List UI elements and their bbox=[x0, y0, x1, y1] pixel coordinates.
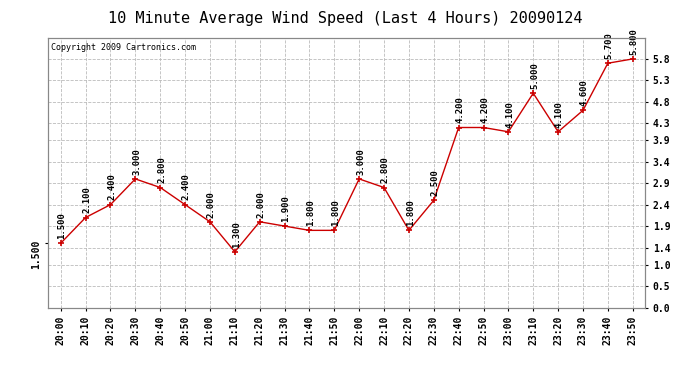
Text: 2.000: 2.000 bbox=[257, 191, 266, 217]
Text: 10 Minute Average Wind Speed (Last 4 Hours) 20090124: 10 Minute Average Wind Speed (Last 4 Hou… bbox=[108, 11, 582, 26]
Text: 1.800: 1.800 bbox=[306, 200, 315, 226]
Text: 2.800: 2.800 bbox=[381, 156, 390, 183]
Text: 4.200: 4.200 bbox=[480, 96, 489, 123]
Text: 1.500: 1.500 bbox=[58, 212, 67, 239]
Text: 1.300: 1.300 bbox=[232, 221, 241, 248]
Text: 4.600: 4.600 bbox=[580, 80, 589, 106]
Text: 1.900: 1.900 bbox=[282, 195, 290, 222]
Text: Copyright 2009 Cartronics.com: Copyright 2009 Cartronics.com bbox=[51, 43, 196, 52]
Text: 5.000: 5.000 bbox=[530, 62, 539, 89]
Text: 4.100: 4.100 bbox=[505, 101, 514, 128]
Text: 5.700: 5.700 bbox=[604, 32, 613, 59]
Text: 2.000: 2.000 bbox=[207, 191, 216, 217]
Text: 2.400: 2.400 bbox=[182, 174, 191, 201]
Text: 2.400: 2.400 bbox=[108, 174, 117, 201]
Text: 3.000: 3.000 bbox=[356, 148, 365, 175]
Text: 4.100: 4.100 bbox=[555, 101, 564, 128]
Text: 3.000: 3.000 bbox=[132, 148, 141, 175]
Text: 1.800: 1.800 bbox=[331, 200, 340, 226]
Text: 2.800: 2.800 bbox=[157, 156, 166, 183]
Text: 4.200: 4.200 bbox=[455, 96, 464, 123]
Text: 5.800: 5.800 bbox=[629, 28, 639, 55]
Text: 2.500: 2.500 bbox=[431, 170, 440, 196]
Text: 2.100: 2.100 bbox=[83, 186, 92, 213]
Text: 1.800: 1.800 bbox=[406, 200, 415, 226]
